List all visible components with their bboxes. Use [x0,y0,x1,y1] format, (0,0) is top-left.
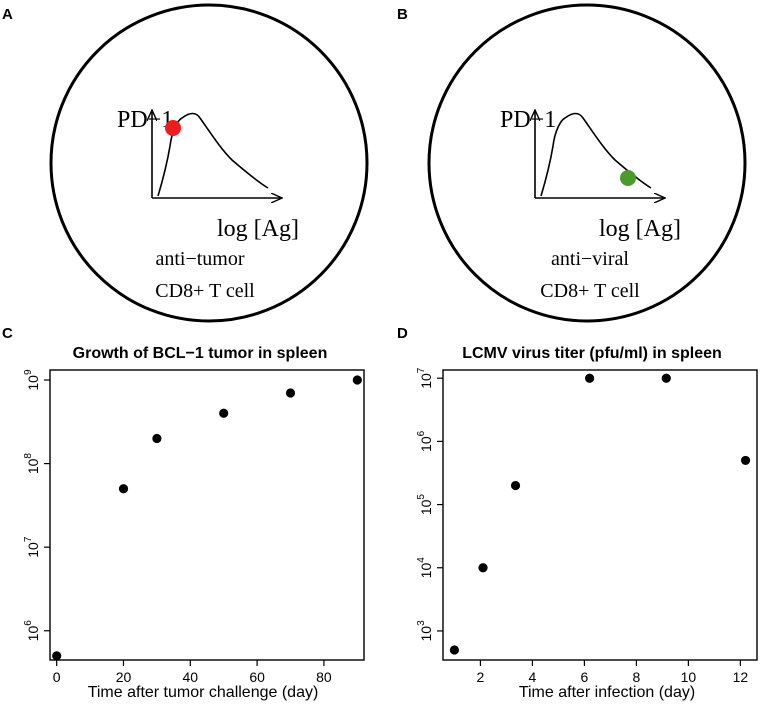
y-tick-label-c: 109 [23,369,41,391]
y-tick-label-d: 106 [416,430,434,452]
pd1-axis-label-a: PD−1 [117,107,173,133]
log-ag-label-b: log [Ag] [599,216,681,242]
data-point-c [219,408,229,418]
data-point-c [52,651,62,661]
data-point-c [152,433,162,444]
panel-d-label: D [397,325,408,342]
plot-area-d: 2 4 6 8 10 12 103 104 105 106 107 [416,367,751,685]
y-tick-label-c: 106 [23,620,41,642]
log-ag-label-a: log [Ag] [217,216,299,242]
y-tick-label-d: 107 [416,367,434,389]
panel-b-label: B [397,6,408,23]
plot-frame-d [442,369,758,661]
x-axis-title-d: Time after infection (day) [519,684,695,701]
x-tick-label-d: 6 [581,669,589,685]
y-tick-label-d: 104 [416,557,434,579]
panel-d: D LCMV virus titer (pfu/ml) in spleen 2 4… [397,325,758,701]
panel-b: B PD−1 log [Ag] anti−viral CD8+ T cell [397,3,747,323]
data-point-d [661,373,671,383]
x-tick-label-c: 60 [249,669,265,685]
x-tick-label-d: 10 [681,669,697,685]
cell-circle-a [49,3,369,323]
x-tick-label-c: 20 [116,669,132,685]
cell-type-line2-a: CD8+ T cell [155,280,255,302]
panel-c-label: C [2,325,13,342]
data-point-c [285,388,296,398]
response-curve-b [540,112,652,197]
x-tick-label-d: 12 [733,669,749,685]
response-curve-a [157,112,269,197]
y-tick-label-d: 103 [416,620,434,642]
data-point-d [585,373,595,383]
pd1-axis-label-b: PD−1 [500,107,556,133]
panel-a: A PD−1 log [Ag] anti−tumor CD8+ T cell [2,3,369,323]
y-tick-label-d: 105 [416,494,434,516]
x-tick-label-d: 2 [477,669,485,685]
cell-type-line2-b: CD8+ T cell [540,280,640,302]
antigen-dot-a [165,120,181,136]
plot-area-c: 0 20 40 60 80 106 107 108 109 [23,369,362,685]
panel-a-label: A [2,6,13,23]
x-tick-label-c: 80 [316,669,332,685]
plot-frame-c [49,369,365,661]
panel-c: C Growth of BCL−1 tumor in spleen 0 20 40 6… [2,325,365,701]
x-axis-title-c: Time after tumor challenge (day) [88,684,319,701]
data-point-d [510,480,521,491]
data-point-c [118,484,129,494]
chart-title-c: Growth of BCL−1 tumor in spleen [73,345,328,362]
x-tick-label-c: 0 [53,669,61,685]
data-point-d [449,645,460,655]
x-tick-label-d: 8 [632,669,640,685]
cell-type-line1-b: anti−viral [551,248,629,270]
y-tick-label-c: 108 [23,453,41,475]
cell-type-line1-a: anti−tumor [155,248,244,270]
data-point-d [740,455,751,466]
x-tick-label-c: 40 [183,669,199,685]
data-point-d [478,563,488,573]
cell-circle-b [427,3,747,323]
x-tick-label-d: 4 [529,669,537,685]
chart-title-d: LCMV virus titer (pfu/ml) in spleen [462,345,722,362]
y-tick-label-c: 107 [23,536,41,558]
data-point-c [352,375,362,385]
antigen-dot-b [620,170,636,186]
